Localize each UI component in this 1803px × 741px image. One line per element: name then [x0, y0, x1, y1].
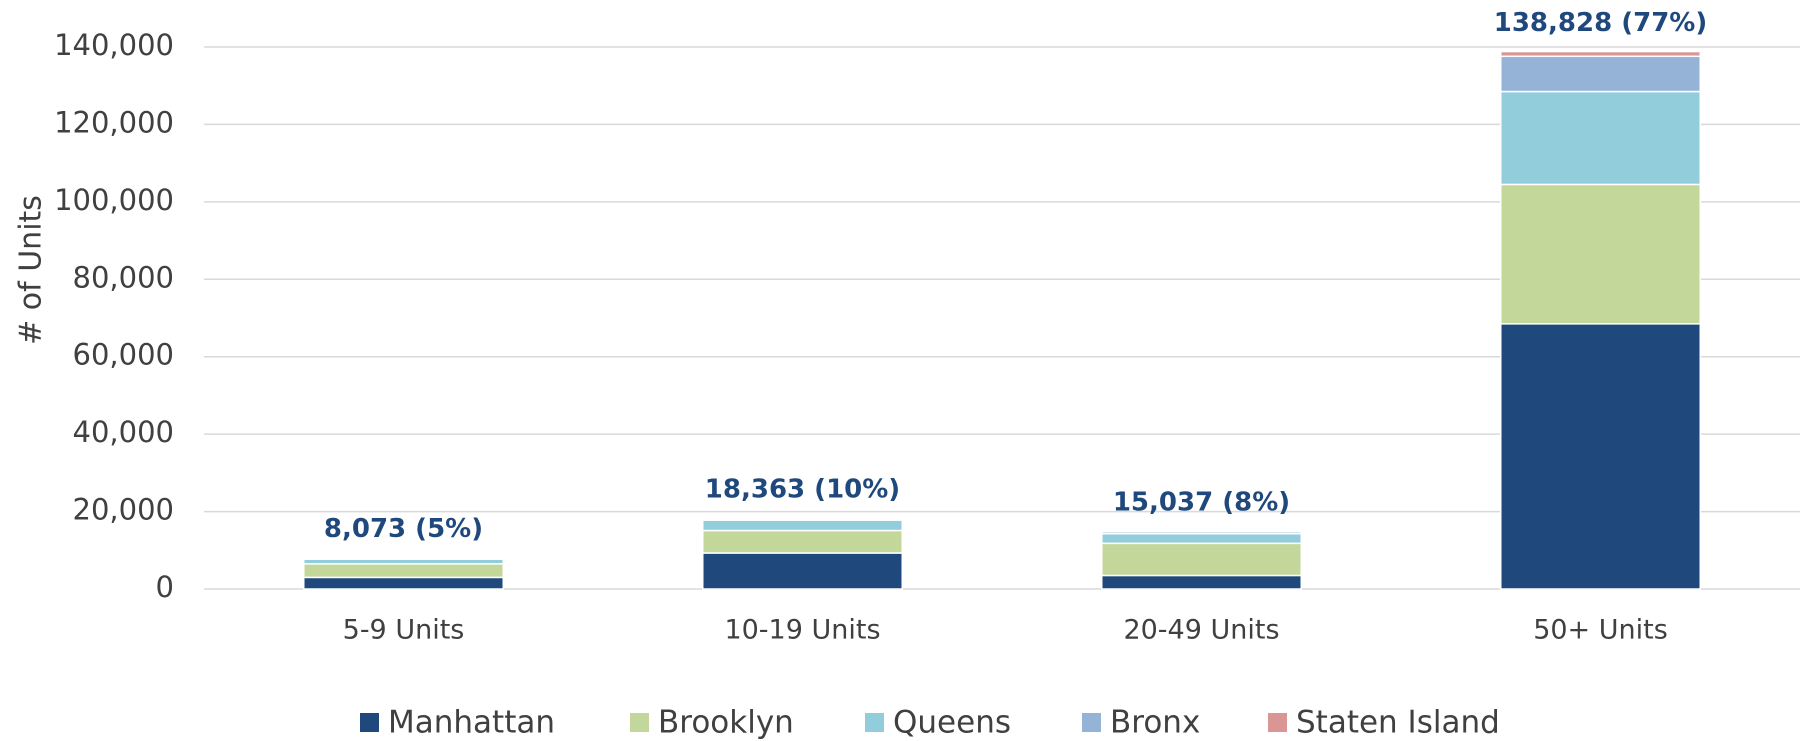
bar-segment: [1101, 530, 1302, 533]
bar-segment: [1101, 532, 1302, 545]
x-tick-label: 20-49 Units: [1123, 615, 1279, 646]
x-tick-label: 50+ Units: [1533, 615, 1668, 646]
bar-segment: [702, 517, 903, 520]
bar-segment: [1500, 183, 1701, 325]
bar-segment: [1500, 323, 1701, 590]
total-label: 8,073 (5%): [324, 514, 483, 544]
bar-segment: [1500, 55, 1701, 93]
y-axis-title: # of Units: [14, 195, 49, 345]
y-tick-label: 20,000: [73, 493, 174, 527]
bar-segment: [1500, 90, 1701, 186]
legend-swatch: [1082, 713, 1101, 732]
total-label: 15,037 (8%): [1113, 487, 1290, 517]
legend-label: Manhattan: [388, 705, 555, 741]
y-tick-label: 0: [156, 570, 174, 604]
total-label: 138,828 (77%): [1494, 8, 1707, 38]
total-label: 18,363 (10%): [705, 474, 900, 504]
legend-swatch: [630, 713, 649, 732]
y-tick-label: 100,000: [54, 183, 174, 217]
x-tick-label: 10-19 Units: [724, 615, 880, 646]
y-tick-label: 80,000: [73, 260, 174, 294]
legend-swatch: [1268, 713, 1287, 732]
bar-segment: [303, 576, 504, 590]
legend-label: Staten Island: [1296, 705, 1500, 741]
y-tick-label: 60,000: [73, 338, 174, 372]
legend-label: Bronx: [1110, 705, 1200, 741]
bar-segment: [1500, 50, 1701, 58]
bar-segment: [702, 519, 903, 532]
bar-segment: [702, 552, 903, 590]
bar-segment: [1101, 542, 1302, 577]
legend-label: Queens: [893, 705, 1011, 741]
bar-segment: [1101, 574, 1302, 590]
legend-swatch: [865, 713, 884, 732]
y-tick-label: 140,000: [54, 28, 174, 62]
bar-segment: [303, 563, 504, 579]
legend-label: Brooklyn: [658, 705, 794, 741]
y-tick-label: 40,000: [73, 415, 174, 449]
legend-swatch: [360, 713, 379, 732]
x-tick-label: 5-9 Units: [343, 615, 465, 646]
y-tick-label: 120,000: [54, 105, 174, 139]
bar-segment: [702, 529, 903, 554]
